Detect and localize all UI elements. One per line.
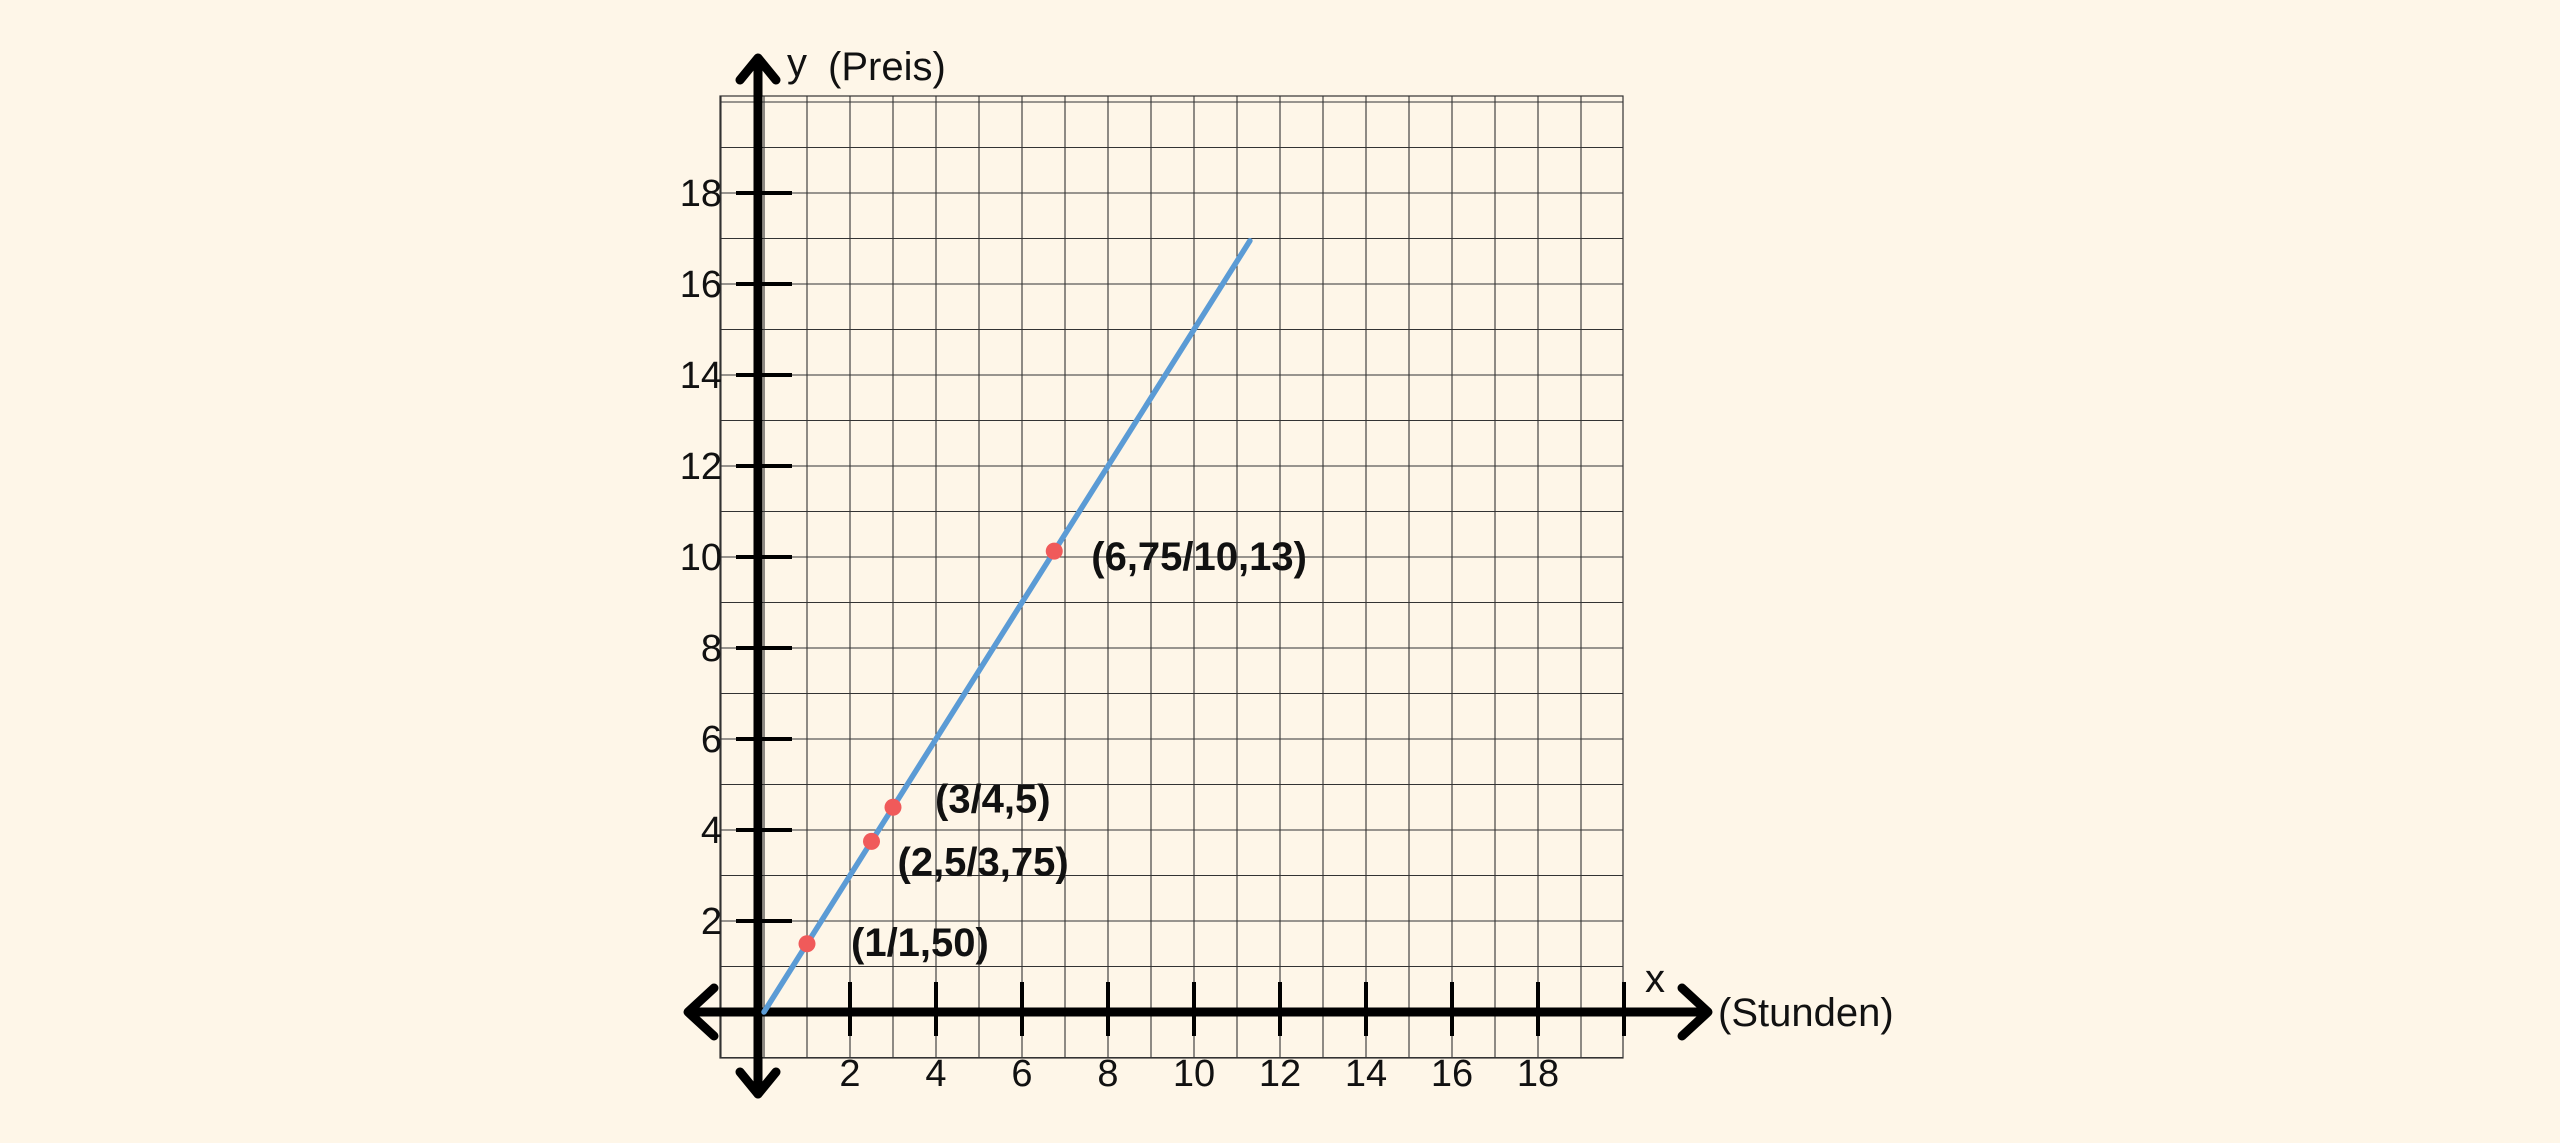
data-point — [1045, 542, 1063, 560]
x-tick-label: 4 — [925, 1053, 946, 1095]
y-tick-label: 18 — [680, 173, 722, 215]
data-point — [798, 935, 816, 953]
data-point — [884, 798, 902, 816]
tick-labels: 2 4 6 8 10 12 14 16 18 2 4 6 8 10 12 14 16 18 — [680, 173, 1559, 1095]
data-point-label: (6,75/10,13) — [1091, 535, 1307, 579]
x-axis-arrow-right — [1677, 983, 1713, 1041]
data-point-label: (2,5/3,75) — [898, 840, 1069, 884]
data-point — [863, 832, 880, 850]
x-tick-label: 6 — [1011, 1053, 1032, 1095]
x-axis-letter: x — [1645, 957, 1665, 1001]
axes — [683, 53, 1713, 1099]
y-axis-label: (Preis) — [828, 45, 946, 89]
y-tick-label: 6 — [701, 719, 722, 761]
y-tick-label: 14 — [680, 355, 722, 397]
data-line — [761, 238, 1253, 1015]
x-tick-label: 16 — [1431, 1053, 1473, 1095]
data-series: (1/1,50) (2,5/3,75) (3/4,5) (6,75/10,13) — [761, 238, 1307, 1015]
x-tick-label: 18 — [1517, 1053, 1559, 1095]
y-tick-label: 10 — [680, 537, 722, 579]
x-tick-label: 2 — [839, 1053, 860, 1095]
x-axis-arrow-left — [683, 983, 719, 1041]
y-tick-label: 4 — [701, 810, 722, 852]
axis-ticks — [736, 191, 1626, 1036]
y-tick-label: 2 — [701, 901, 722, 943]
y-axis-arrow-down — [735, 1067, 781, 1099]
data-point-label: (3/4,5) — [935, 777, 1051, 821]
x-axis-label: (Stunden) — [1718, 991, 1894, 1035]
x-tick-label: 12 — [1259, 1053, 1301, 1095]
x-tick-label: 8 — [1097, 1053, 1118, 1095]
y-axis-arrow-up — [735, 53, 781, 85]
y-tick-label: 12 — [680, 446, 722, 488]
y-tick-label: 16 — [680, 264, 722, 306]
y-axis-letter: y — [787, 41, 807, 85]
y-tick-label: 8 — [701, 628, 722, 670]
x-tick-label: 14 — [1345, 1053, 1387, 1095]
x-tick-label: 10 — [1173, 1053, 1215, 1095]
data-point-label: (1/1,50) — [851, 921, 989, 965]
